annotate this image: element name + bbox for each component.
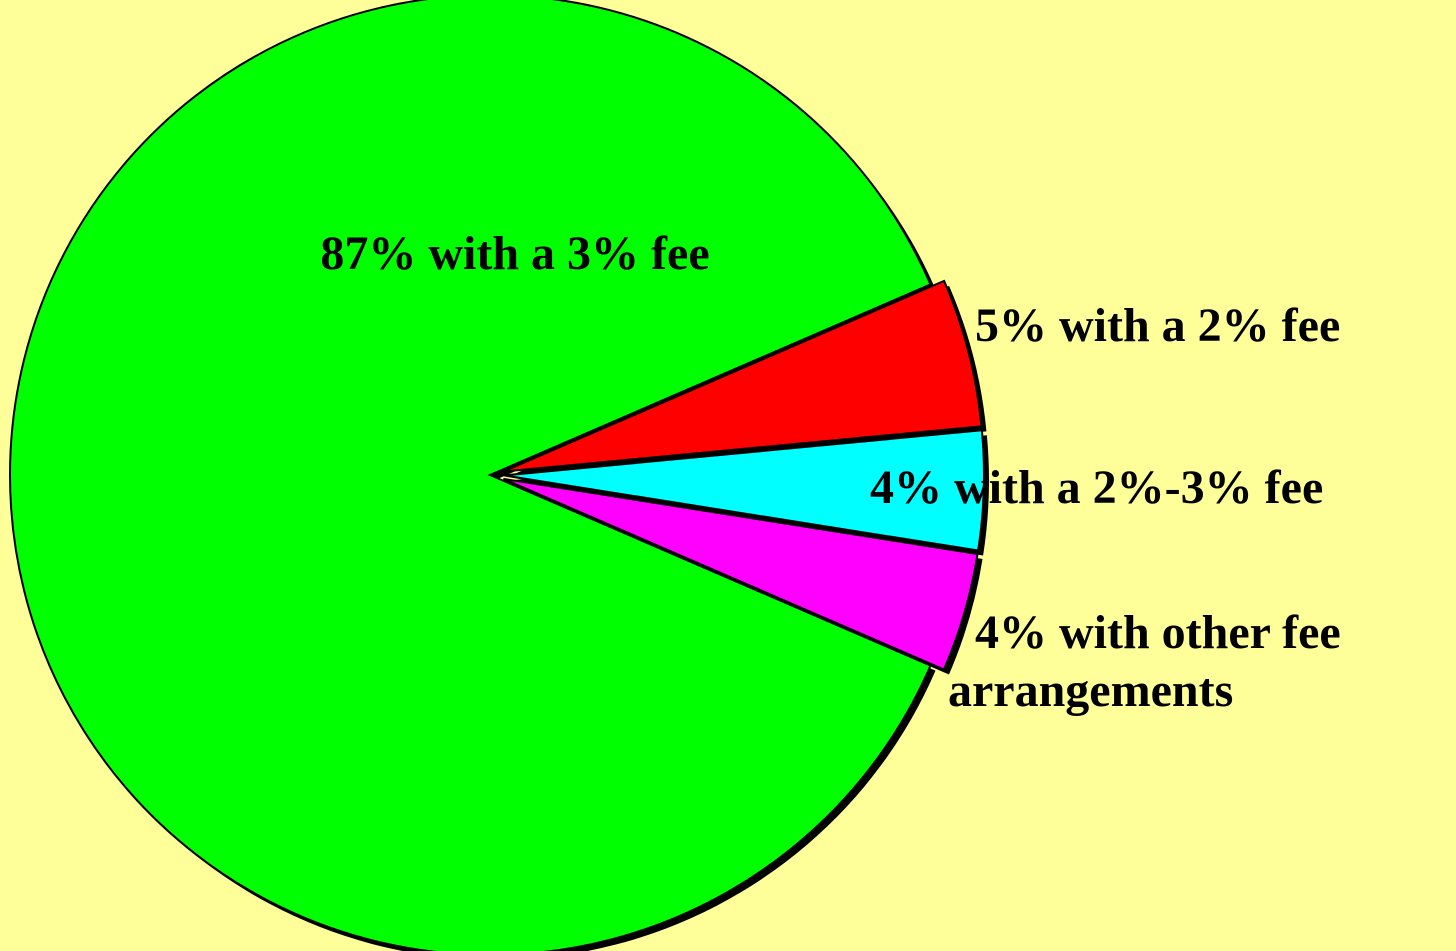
slice-label: 87% with a 3% fee (320, 227, 709, 280)
slice-label: 5% with a 2% fee (975, 299, 1340, 352)
slice-label: 4% with other fee (975, 606, 1341, 659)
slice-label: arrangements (948, 664, 1233, 717)
slice (503, 477, 979, 671)
slice (8, 0, 932, 951)
slice-label: 4% with a 2%-3% fee (870, 461, 1323, 514)
slice (503, 429, 985, 552)
slice (503, 279, 983, 473)
